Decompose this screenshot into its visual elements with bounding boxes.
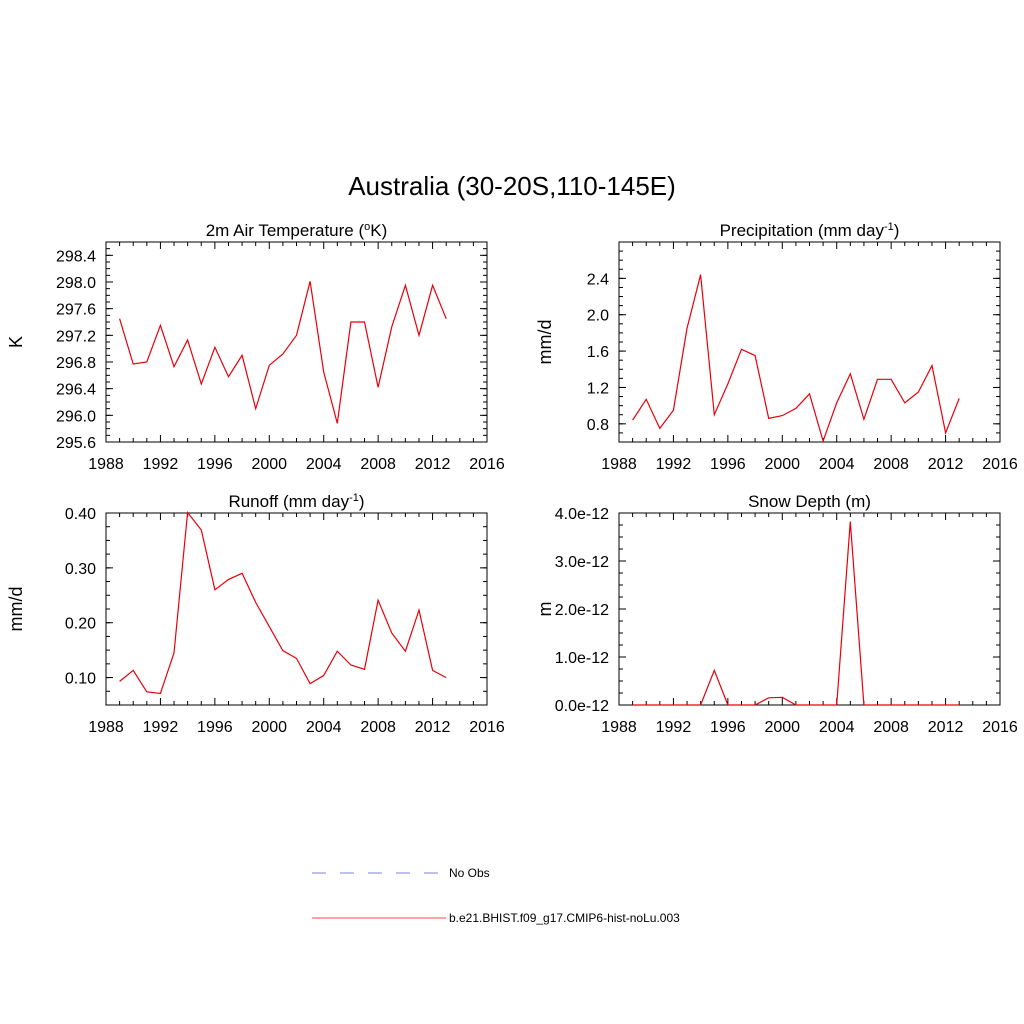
y-axis-label-temperature: K xyxy=(6,336,26,348)
x-tick-label: 1996 xyxy=(197,719,233,736)
y-tick-label: 296.8 xyxy=(56,355,96,372)
plot-frame-snow-depth xyxy=(618,512,1001,706)
x-tick-label: 2016 xyxy=(982,456,1018,473)
y-tick-label: 4.0e-12 xyxy=(555,506,609,523)
plot-frame-temperature xyxy=(105,241,488,443)
y-tick-label: 3.0e-12 xyxy=(555,554,609,571)
panel-runoff: Runoff (mm day-1) mm/d 1988 1992 1996 2000 200… xyxy=(6,492,505,736)
x-tick-label: 2000 xyxy=(764,719,800,736)
legend-label-model: b.e21.BHIST.f09_g17.CMIP6-hist-noLu.003 xyxy=(449,911,680,925)
x-tick-label: 1992 xyxy=(656,719,692,736)
figure-title: Australia (30-20S,110-145E) xyxy=(348,171,676,201)
x-tick-label: 1996 xyxy=(197,456,233,473)
x-tick-label: 2008 xyxy=(873,719,909,736)
x-tick-label: 2004 xyxy=(306,719,342,736)
y-tick-label: 297.6 xyxy=(56,302,96,319)
series-line-temperature xyxy=(119,281,447,424)
x-tick-label: 2004 xyxy=(819,719,855,736)
panel-precipitation: Precipitation (mm day-1) mm/d 1988 1992 1996… xyxy=(535,221,1018,473)
x-tick-label: 2016 xyxy=(469,719,505,736)
x-tick-label: 1988 xyxy=(88,719,124,736)
y-tick-label: 0.40 xyxy=(65,506,96,523)
x-tick-label: 2004 xyxy=(306,456,342,473)
panel-title-temperature: 2m Air Temperature (oK) xyxy=(206,221,388,240)
x-tick-label: 1988 xyxy=(88,456,124,473)
x-tick-label: 1992 xyxy=(143,719,179,736)
y-axis-label-runoff: mm/d xyxy=(6,587,26,632)
x-tick-label: 2000 xyxy=(251,456,287,473)
y-tick-label: 2.0 xyxy=(587,308,609,325)
x-tick-label: 2004 xyxy=(819,456,855,473)
y-tick-label: 0.30 xyxy=(65,561,96,578)
panel-snow-depth: Snow Depth (m) m 1988 1992 1996 2000 2004 2008 2… xyxy=(535,492,1018,736)
x-tick-label: 2016 xyxy=(469,456,505,473)
y-tick-label: 298.0 xyxy=(56,275,96,292)
x-tick-label: 2016 xyxy=(982,719,1018,736)
y-tick-label: 0.10 xyxy=(65,671,96,688)
x-tick-label: 1992 xyxy=(656,456,692,473)
y-tick-label: 0.0e-12 xyxy=(555,698,609,715)
x-tick-label: 1996 xyxy=(710,719,746,736)
plot-frame-runoff xyxy=(105,512,488,706)
y-axis-label-snow-depth: m xyxy=(535,602,555,617)
series-line-precipitation xyxy=(632,274,960,444)
y-tick-label: 1.0e-12 xyxy=(555,650,609,667)
panels-group: 2m Air Temperature (oK) K 1988 1992 1996 2000… xyxy=(6,221,1018,736)
panel-title-runoff: Runoff (mm day-1) xyxy=(228,492,364,511)
panel-title-precipitation: Precipitation (mm day-1) xyxy=(720,221,900,240)
x-tick-label: 1988 xyxy=(601,719,637,736)
y-tick-label: 0.8 xyxy=(587,417,609,434)
x-tick-label: 1988 xyxy=(601,456,637,473)
y-tick-label: 296.4 xyxy=(56,382,96,399)
x-tick-label: 2012 xyxy=(928,719,964,736)
plot-frame-precipitation xyxy=(618,241,1001,443)
y-tick-label: 1.2 xyxy=(587,380,609,397)
x-tick-label: 2008 xyxy=(873,456,909,473)
panel-temperature: 2m Air Temperature (oK) K 1988 1992 1996 2000… xyxy=(6,221,505,473)
y-tick-label: 296.0 xyxy=(56,408,96,425)
series-line-snow-depth xyxy=(632,521,960,706)
panel-title-snow-depth: Snow Depth (m) xyxy=(748,492,871,511)
x-tick-label: 2012 xyxy=(415,719,451,736)
y-axis-label-precipitation: mm/d xyxy=(535,320,555,365)
x-tick-label: 1996 xyxy=(710,456,746,473)
y-tick-label: 298.4 xyxy=(56,248,96,265)
y-tick-label: 2.4 xyxy=(587,271,609,288)
x-tick-label: 2008 xyxy=(360,719,396,736)
x-tick-label: 2012 xyxy=(928,456,964,473)
y-tick-label: 0.20 xyxy=(65,616,96,633)
x-tick-label: 1992 xyxy=(143,456,179,473)
x-tick-label: 2012 xyxy=(415,456,451,473)
y-tick-label: 295.6 xyxy=(56,435,96,452)
legend: No Obs b.e21.BHIST.f09_g17.CMIP6-hist-no… xyxy=(312,866,680,925)
y-tick-label: 2.0e-12 xyxy=(555,602,609,619)
y-tick-label: 1.6 xyxy=(587,344,609,361)
legend-label-no-obs: No Obs xyxy=(449,866,490,880)
x-tick-label: 2000 xyxy=(764,456,800,473)
series-line-runoff xyxy=(119,510,447,695)
x-tick-label: 2008 xyxy=(360,456,396,473)
y-tick-label: 297.2 xyxy=(56,328,96,345)
x-tick-label: 2000 xyxy=(251,719,287,736)
